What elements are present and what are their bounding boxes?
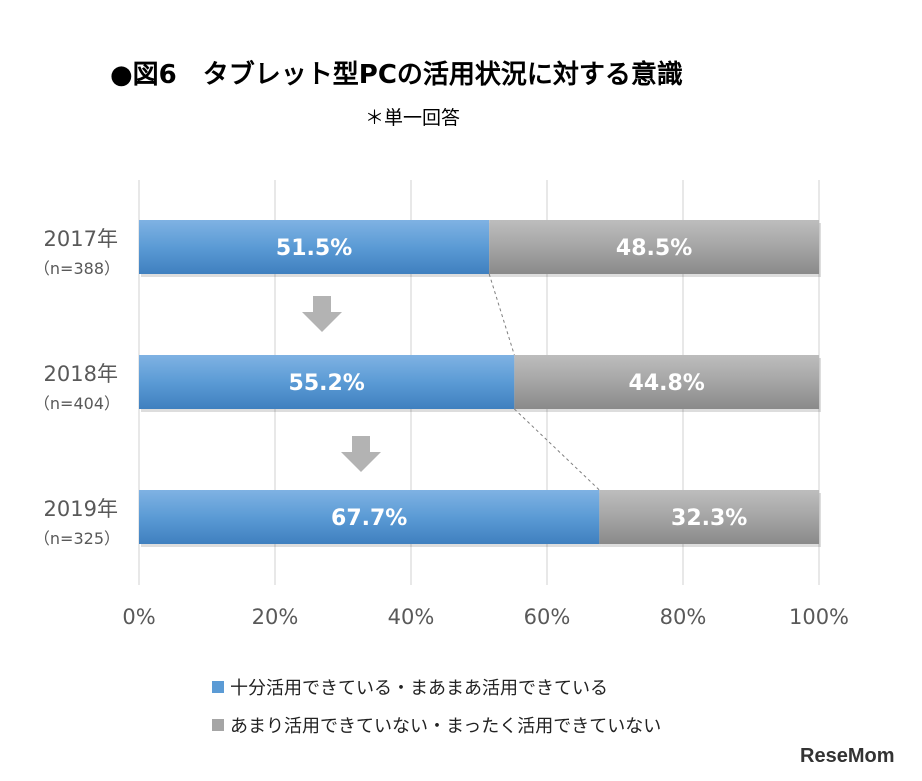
category-sample-size: （n=404） — [34, 394, 120, 413]
chart-subtitle: ＊単一回答 — [365, 107, 461, 129]
bar-segment-negative — [599, 490, 819, 544]
data-label: 55.2% — [289, 371, 365, 396]
bar-segment-negative — [489, 220, 819, 274]
bar-segment-positive — [139, 355, 515, 409]
legend-label-negative: あまり活用できていない・まったく活用できていない — [230, 716, 662, 737]
x-tick-label: 100% — [789, 605, 849, 629]
data-label: 67.7% — [331, 506, 407, 531]
x-tick-label: 0% — [122, 605, 155, 629]
legend-item-positive: 十分活用できている・まあまあ活用できている — [212, 675, 608, 699]
category-label: 2017年 — [44, 227, 118, 251]
bar-segment-positive — [139, 220, 490, 274]
data-label: 48.5% — [616, 236, 692, 261]
connector-line — [514, 408, 600, 491]
category-label: 2018年 — [44, 362, 118, 386]
resemom-logo: ReseMom — [800, 745, 895, 767]
legend-label-positive: 十分活用できている・まあまあ活用できている — [230, 678, 608, 699]
data-label: 51.5% — [276, 236, 352, 261]
data-label: 44.8% — [629, 371, 705, 396]
x-tick-label: 20% — [252, 605, 299, 629]
category-sample-size: （n=325） — [34, 529, 120, 548]
chart-title: ●図6 タブレット型PCの活用状況に対する意識 — [110, 60, 683, 90]
x-tick-label: 80% — [660, 605, 707, 629]
legend-item-negative: あまり活用できていない・まったく活用できていない — [212, 713, 661, 737]
connector-line — [488, 273, 515, 356]
category-sample-size: （n=388） — [34, 259, 120, 278]
x-tick-label: 60% — [524, 605, 571, 629]
category-label: 2019年 — [44, 497, 118, 521]
legend-swatch-positive — [212, 681, 224, 693]
bar-segment-negative — [514, 355, 819, 409]
x-tick-label: 40% — [388, 605, 435, 629]
down-arrow-icon — [341, 436, 381, 472]
legend-swatch-negative — [212, 719, 224, 731]
down-arrow-icon — [302, 296, 342, 332]
data-label: 32.3% — [671, 506, 747, 531]
bar-segment-positive — [139, 490, 600, 544]
